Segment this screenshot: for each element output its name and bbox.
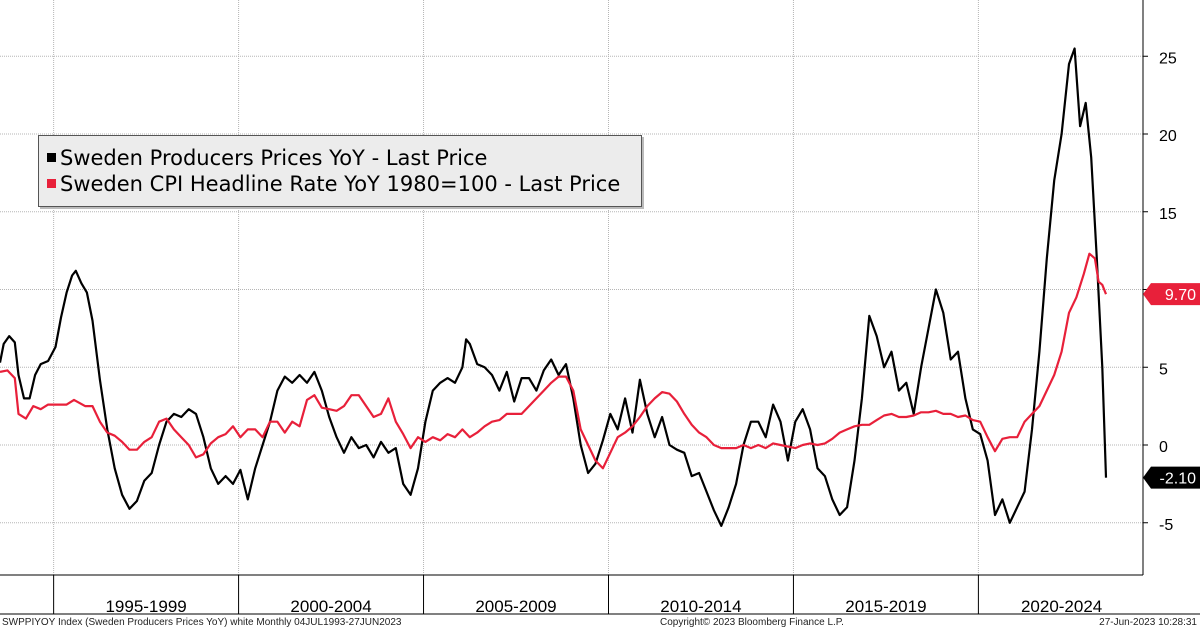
legend-item-cpi: Sweden CPI Headline Rate YoY 1980=100 - …: [47, 172, 620, 196]
series-line-ppi: [0, 47, 1108, 527]
x-tick-label: 1995-1999: [105, 597, 186, 616]
tag-background: [1143, 283, 1200, 306]
x-tick-label: 2005-2009: [475, 597, 556, 616]
legend-item-ppi: Sweden Producers Prices YoY - Last Price: [47, 146, 487, 170]
legend-label-cpi: Sweden CPI Headline Rate YoY 1980=100 - …: [60, 172, 621, 196]
footer-timestamp: 27-Jun-2023 10:28:31: [1099, 617, 1197, 628]
last-value-tag-ppi: -2.10: [1143, 466, 1200, 489]
footer-copyright: Copyright© 2023 Bloomberg Finance L.P.: [660, 617, 844, 628]
series-line-cpi: [0, 252, 1108, 470]
y-tick-label: 15: [1159, 206, 1177, 223]
axis-layer: 2520151050-51995-19992000-20042005-20092…: [0, 0, 1200, 616]
y-tick-label: 5: [1159, 361, 1168, 378]
legend-label-ppi: Sweden Producers Prices YoY - Last Price: [60, 146, 488, 170]
tag-background: [1143, 466, 1200, 489]
y-tick-label: 20: [1159, 128, 1177, 145]
tag-label: -2.10: [1160, 471, 1197, 488]
chart-legend: Sweden Producers Prices YoY - Last Price…: [38, 135, 642, 207]
series-layer: [0, 47, 1108, 527]
footer-source: SWPPIYOY Index (Sweden Producers Prices …: [2, 617, 402, 628]
x-tick-label: 2000-2004: [290, 597, 371, 616]
y-tick-label: 0: [1159, 439, 1168, 456]
legend-swatch-cpi: [47, 178, 56, 188]
last-value-tag-cpi: 9.70: [1143, 283, 1200, 306]
grid-layer: [0, 0, 1143, 575]
x-tick-label: 2010-2014: [660, 597, 741, 616]
tag-label: 9.70: [1165, 287, 1196, 304]
y-tick-label: -5: [1159, 517, 1173, 534]
legend-swatch-ppi: [47, 152, 56, 162]
y-tick-label: 25: [1159, 50, 1177, 67]
x-tick-label: 2015-2019: [845, 597, 926, 616]
x-tick-label: 2020-2024: [1021, 597, 1102, 616]
